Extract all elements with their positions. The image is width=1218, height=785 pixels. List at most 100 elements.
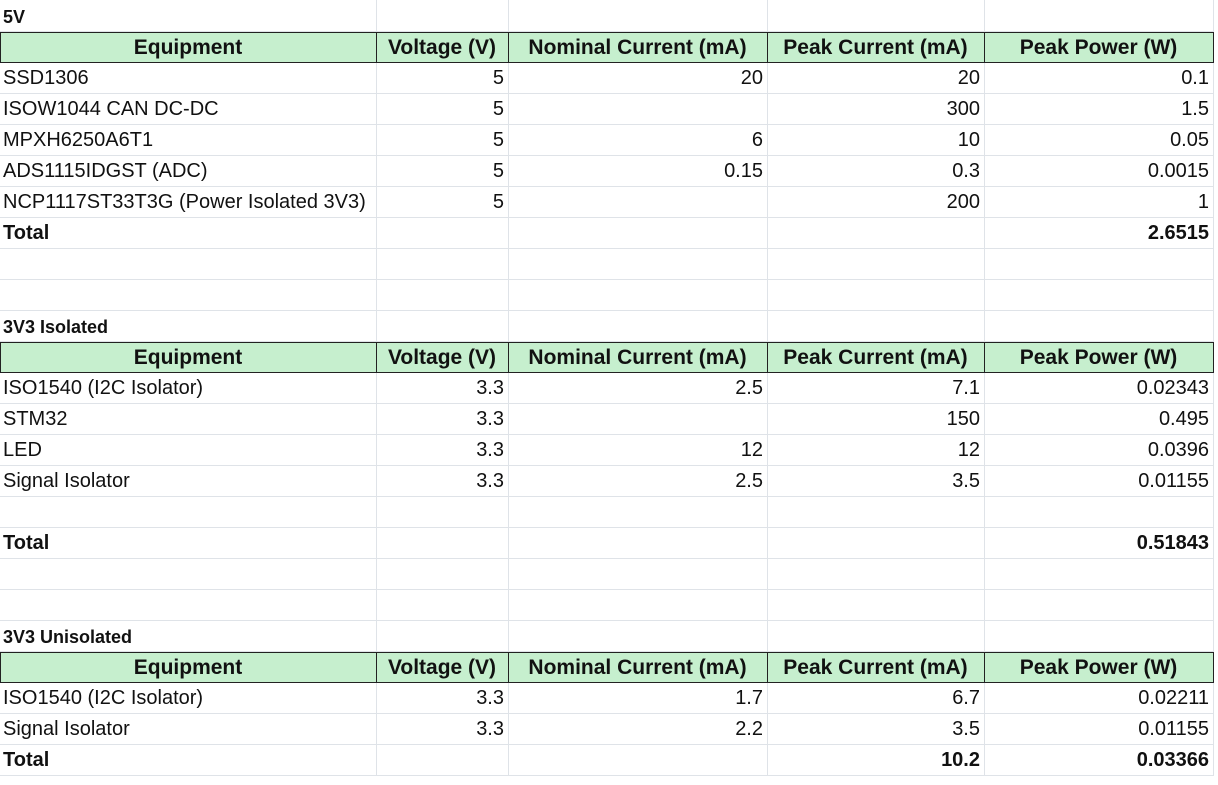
cell-nominal-current[interactable]: 2.5: [509, 373, 768, 404]
cell-nominal-current[interactable]: 12: [509, 435, 768, 466]
cell-peak-power[interactable]: 0.495: [985, 404, 1214, 435]
cell[interactable]: [509, 745, 768, 776]
total-peak-power[interactable]: 0.51843: [985, 528, 1214, 559]
cell[interactable]: [377, 497, 509, 528]
cell-voltage[interactable]: 3.3: [377, 714, 509, 745]
total-peak-power[interactable]: 2.6515: [985, 218, 1214, 249]
cell[interactable]: [509, 497, 768, 528]
cell[interactable]: [377, 621, 509, 652]
cell[interactable]: [0, 497, 377, 528]
cell-equipment[interactable]: ADS1115IDGST (ADC): [0, 156, 377, 187]
cell-peak-power[interactable]: 0.05: [985, 125, 1214, 156]
cell-voltage[interactable]: 5: [377, 156, 509, 187]
cell[interactable]: [377, 0, 509, 32]
cell[interactable]: [377, 218, 509, 249]
header-equipment[interactable]: Equipment: [0, 342, 377, 373]
cell-peak-current[interactable]: 6.7: [768, 683, 985, 714]
cell-peak-current[interactable]: 20: [768, 63, 985, 94]
cell[interactable]: [377, 559, 509, 590]
total-label[interactable]: Total: [0, 745, 377, 776]
cell-voltage[interactable]: 3.3: [377, 373, 509, 404]
cell-equipment[interactable]: MPXH6250A6T1: [0, 125, 377, 156]
cell-equipment[interactable]: LED: [0, 435, 377, 466]
cell-voltage[interactable]: 5: [377, 94, 509, 125]
cell-peak-current[interactable]: 150: [768, 404, 985, 435]
cell-voltage[interactable]: 3.3: [377, 466, 509, 497]
cell-equipment[interactable]: Signal Isolator: [0, 466, 377, 497]
cell[interactable]: [509, 311, 768, 342]
cell[interactable]: [768, 497, 985, 528]
header-voltage[interactable]: Voltage (V): [377, 32, 509, 63]
cell[interactable]: [377, 528, 509, 559]
cell-peak-power[interactable]: 0.01155: [985, 466, 1214, 497]
cell-nominal-current[interactable]: 2.2: [509, 714, 768, 745]
cell[interactable]: [985, 497, 1214, 528]
section-title-3v3-isolated[interactable]: 3V3 Isolated: [0, 311, 377, 342]
cell-nominal-current[interactable]: [509, 187, 768, 218]
cell[interactable]: [768, 621, 985, 652]
cell[interactable]: [509, 590, 768, 621]
cell-peak-current[interactable]: 10: [768, 125, 985, 156]
header-peak-current[interactable]: Peak Current (mA): [768, 32, 985, 63]
cell-equipment[interactable]: ISOW1044 CAN DC-DC: [0, 94, 377, 125]
cell-peak-power[interactable]: 0.02343: [985, 373, 1214, 404]
header-nominal-current[interactable]: Nominal Current (mA): [509, 32, 768, 63]
header-voltage[interactable]: Voltage (V): [377, 652, 509, 683]
cell-equipment[interactable]: Signal Isolator: [0, 714, 377, 745]
header-equipment[interactable]: Equipment: [0, 652, 377, 683]
total-peak-power[interactable]: 0.03366: [985, 745, 1214, 776]
cell-equipment[interactable]: NCP1117ST33T3G (Power Isolated 3V3): [0, 187, 377, 218]
cell[interactable]: [985, 0, 1214, 32]
total-peak-current[interactable]: 10.2: [768, 745, 985, 776]
cell-equipment[interactable]: SSD1306: [0, 63, 377, 94]
cell-voltage[interactable]: 3.3: [377, 435, 509, 466]
header-voltage[interactable]: Voltage (V): [377, 342, 509, 373]
cell[interactable]: [985, 590, 1214, 621]
cell-peak-power[interactable]: 0.1: [985, 63, 1214, 94]
cell[interactable]: [985, 311, 1214, 342]
cell[interactable]: [768, 590, 985, 621]
cell[interactable]: [768, 218, 985, 249]
cell-peak-power[interactable]: 0.0396: [985, 435, 1214, 466]
header-nominal-current[interactable]: Nominal Current (mA): [509, 342, 768, 373]
cell-equipment[interactable]: STM32: [0, 404, 377, 435]
section-title-5v[interactable]: 5V: [0, 0, 377, 32]
total-label[interactable]: Total: [0, 528, 377, 559]
cell[interactable]: [768, 0, 985, 32]
header-peak-current[interactable]: Peak Current (mA): [768, 342, 985, 373]
cell-peak-current[interactable]: 0.3: [768, 156, 985, 187]
cell-peak-current[interactable]: 12: [768, 435, 985, 466]
cell[interactable]: [0, 249, 377, 280]
cell-peak-current[interactable]: 200: [768, 187, 985, 218]
header-peak-power[interactable]: Peak Power (W): [985, 652, 1214, 683]
cell[interactable]: [377, 745, 509, 776]
cell-peak-power[interactable]: 1.5: [985, 94, 1214, 125]
cell[interactable]: [768, 280, 985, 311]
cell-nominal-current[interactable]: [509, 404, 768, 435]
cell-peak-current[interactable]: 300: [768, 94, 985, 125]
cell-voltage[interactable]: 3.3: [377, 683, 509, 714]
cell[interactable]: [509, 621, 768, 652]
cell-peak-power[interactable]: 0.01155: [985, 714, 1214, 745]
cell[interactable]: [0, 559, 377, 590]
cell[interactable]: [509, 218, 768, 249]
cell-voltage[interactable]: 5: [377, 187, 509, 218]
cell[interactable]: [985, 559, 1214, 590]
cell[interactable]: [768, 249, 985, 280]
cell[interactable]: [0, 590, 377, 621]
cell[interactable]: [509, 0, 768, 32]
cell[interactable]: [985, 249, 1214, 280]
cell-nominal-current[interactable]: 0.15: [509, 156, 768, 187]
cell[interactable]: [377, 311, 509, 342]
cell-peak-current[interactable]: 7.1: [768, 373, 985, 404]
cell-nominal-current[interactable]: 20: [509, 63, 768, 94]
total-label[interactable]: Total: [0, 218, 377, 249]
cell-peak-power[interactable]: 1: [985, 187, 1214, 218]
cell-peak-current[interactable]: 3.5: [768, 466, 985, 497]
cell[interactable]: [509, 249, 768, 280]
cell-voltage[interactable]: 5: [377, 63, 509, 94]
header-peak-current[interactable]: Peak Current (mA): [768, 652, 985, 683]
header-peak-power[interactable]: Peak Power (W): [985, 32, 1214, 63]
cell-equipment[interactable]: ISO1540 (I2C Isolator): [0, 373, 377, 404]
cell[interactable]: [509, 280, 768, 311]
